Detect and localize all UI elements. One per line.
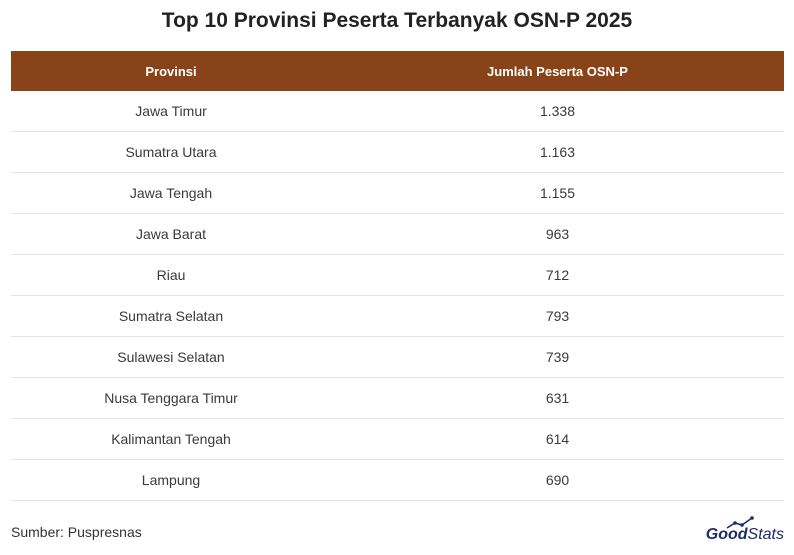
cell-provinsi: Nusa Tenggara Timur [104, 390, 238, 406]
cell-jumlah: 793 [545, 308, 570, 324]
cell-provinsi: Jawa Timur [135, 103, 207, 119]
table-row: Sulawesi Selatan 739 [11, 337, 784, 378]
cell-jumlah: 712 [545, 267, 570, 283]
cell-jumlah: 1.338 [539, 103, 576, 119]
cell-provinsi: Jawa Tengah [129, 185, 213, 201]
cell-provinsi: Kalimantan Tengah [111, 431, 231, 447]
cell-jumlah: 690 [545, 472, 570, 488]
table-row: Riau 712 [11, 255, 784, 296]
growth-chart-icon [726, 516, 754, 529]
goodstats-logo: Good Stats [706, 516, 784, 544]
table-row: Jawa Barat 963 [11, 214, 784, 255]
cell-provinsi: Sumatra Utara [125, 144, 217, 160]
table-row: Jawa Timur 1.338 [11, 91, 784, 132]
cell-jumlah: 1.155 [539, 185, 576, 201]
table-row: Sumatra Utara 1.163 [11, 132, 784, 173]
cell-jumlah: 739 [545, 349, 570, 365]
table-body: Jawa Timur 1.338 Sumatra Utara 1.163 Jawa Te… [11, 91, 784, 501]
chart-title: Top 10 Provinsi Peserta Terbanyak OSN-P … [161, 9, 633, 32]
table-row: Jawa Tengah 1.155 [11, 173, 784, 214]
data-table: Provinsi Jumlah Peserta OSN-P Jawa Timur… [11, 51, 784, 501]
cell-provinsi: Riau [156, 267, 186, 283]
cell-jumlah: 631 [545, 390, 570, 406]
table-row: Kalimantan Tengah 614 [11, 419, 784, 460]
logo-text-stats: Stats [747, 526, 784, 543]
cell-provinsi: Jawa Barat [135, 226, 207, 242]
column-header-provinsi: Provinsi [145, 63, 197, 79]
cell-jumlah: 963 [545, 226, 570, 242]
cell-provinsi: Sulawesi Selatan [117, 349, 225, 365]
cell-jumlah: 614 [545, 431, 570, 447]
cell-jumlah: 1.163 [539, 144, 576, 160]
table-row: Nusa Tenggara Timur 631 [11, 378, 784, 419]
table-row: Lampung 690 [11, 460, 784, 501]
cell-provinsi: Lampung [141, 472, 201, 488]
source-note: Sumber: Puspresnas [11, 524, 142, 540]
logo-text-good: Good [705, 526, 748, 543]
column-header-jumlah: Jumlah Peserta OSN-P [487, 63, 628, 79]
table-header: Provinsi Jumlah Peserta OSN-P [11, 51, 784, 91]
cell-provinsi: Sumatra Selatan [118, 308, 224, 324]
table-row: Sumatra Selatan 793 [11, 296, 784, 337]
